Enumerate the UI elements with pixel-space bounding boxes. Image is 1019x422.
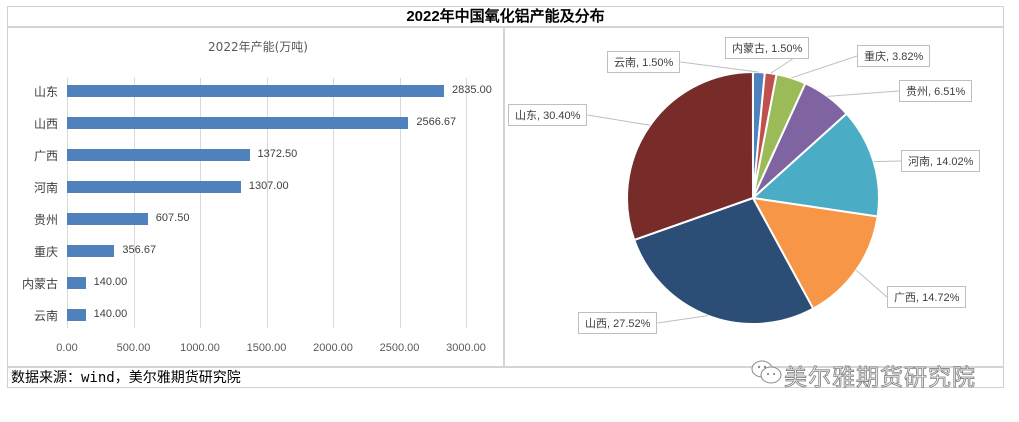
pie-data-label: 贵州, 6.51% xyxy=(899,80,973,102)
bar xyxy=(67,149,250,161)
leader-line xyxy=(791,55,858,79)
x-tick-label: 1500.00 xyxy=(246,342,287,354)
gridline xyxy=(399,78,401,328)
value-label: 140.00 xyxy=(93,276,128,288)
category-label: 云南 xyxy=(33,309,58,323)
wechat-icon xyxy=(751,360,782,384)
bar xyxy=(67,117,409,129)
x-tick-label: 500.00 xyxy=(116,342,151,354)
pie-chart xyxy=(587,47,902,325)
pie-data-label: 云南, 1.50% xyxy=(607,51,681,73)
category-label: 内蒙古 xyxy=(21,277,58,291)
category-label: 河南 xyxy=(33,181,58,195)
x-tick-label: 2000.00 xyxy=(313,342,353,354)
chart-frame xyxy=(7,6,1004,388)
gridline xyxy=(266,78,268,328)
panel-divider xyxy=(503,28,505,367)
bar xyxy=(67,277,86,289)
bar-chart-panel: 2022年产能(万吨) 0.00 500.00 1000.00 1500.00 2000… xyxy=(8,28,502,366)
x-tick-label: 2500.00 xyxy=(379,342,420,354)
leader-line xyxy=(680,61,759,73)
pie-data-label: 重庆, 3.82% xyxy=(857,45,931,67)
leader-line xyxy=(855,269,888,298)
leader-line xyxy=(827,90,900,97)
category-label: 山西 xyxy=(33,117,58,131)
leader-line xyxy=(873,160,902,163)
value-label: 607.50 xyxy=(155,212,190,224)
pie-data-label: 内蒙古, 1.50% xyxy=(725,37,810,59)
x-tick-label: 3000.00 xyxy=(446,342,486,354)
pie-chart-panel: 云南, 1.50% 内蒙古, 1.50% 重庆, 3.82% 贵州, 6.51% 河南,… xyxy=(505,28,1004,366)
gridline xyxy=(466,78,467,328)
bar xyxy=(67,245,115,257)
bar xyxy=(67,85,445,97)
value-label: 140.00 xyxy=(93,308,128,320)
category-label: 广西 xyxy=(33,149,58,163)
category-label: 重庆 xyxy=(33,245,58,259)
pie-slice xyxy=(632,196,815,325)
bar-chart-title: 2022年产能(万吨) xyxy=(208,40,308,54)
category-label: 山东 xyxy=(33,85,58,99)
value-label: 1307.00 xyxy=(248,180,289,192)
value-label: 2566.67 xyxy=(416,116,457,128)
watermark-text: 美尔雅期货研究院 xyxy=(784,365,976,392)
category-label: 贵州 xyxy=(33,213,58,227)
leader-line xyxy=(587,114,651,126)
pie-data-label: 山东, 30.40% xyxy=(508,104,588,126)
pie-data-label: 广西, 14.72% xyxy=(887,286,967,308)
pie-data-label: 山西, 27.52% xyxy=(578,312,658,334)
gridline xyxy=(333,78,334,328)
x-tick-label: 1000.00 xyxy=(180,342,220,354)
pie-data-label: 河南, 14.02% xyxy=(901,150,981,172)
bar xyxy=(67,309,86,321)
gridline xyxy=(200,78,201,328)
footer: 数据来源：wind，美尔雅期货研究院 xyxy=(7,366,1004,388)
x-tick-label: 0.00 xyxy=(56,342,78,354)
bar xyxy=(67,213,148,225)
pie-slice xyxy=(626,70,755,242)
data-source-note: 数据来源：wind，美尔雅期货研究院 xyxy=(11,370,241,386)
leader-line xyxy=(657,315,708,324)
value-label: 356.67 xyxy=(122,244,157,256)
value-label: 1372.50 xyxy=(257,148,298,160)
bar xyxy=(67,181,241,193)
figure-title: 2022年中国氧化铝产能及分布 xyxy=(7,6,1004,28)
pie-slice xyxy=(751,196,879,311)
gridline xyxy=(67,78,68,328)
gridline xyxy=(133,78,135,328)
value-label: 2835.00 xyxy=(452,84,492,96)
